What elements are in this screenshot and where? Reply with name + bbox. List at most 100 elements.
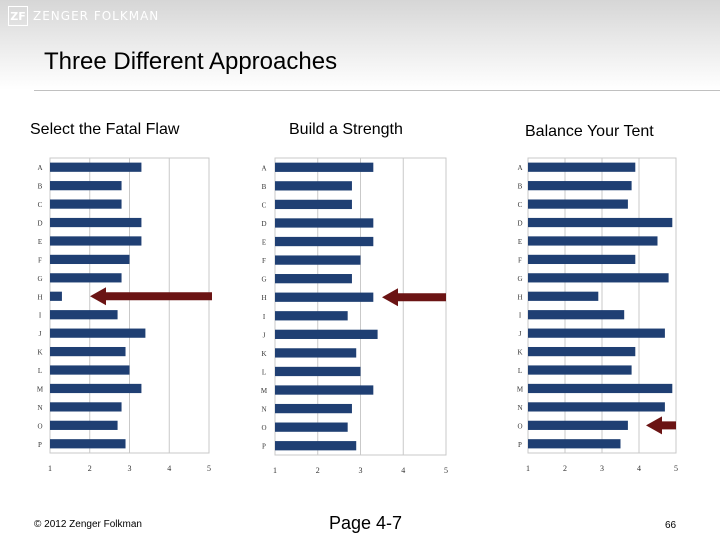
x-tick-label: 5 [207,464,211,473]
page-title: Three Different Approaches [44,48,338,75]
logo-mark-icon: ZF [8,6,28,26]
chart-fatal-flaw: A B C D E F G H I J K L M N O P 1 2 3 4 5 [37,157,212,473]
highlight-arrow-icon [646,416,676,435]
x-tick-label: 3 [359,466,363,475]
category-label: C [518,201,523,209]
category-label: F [38,256,42,264]
category-label: E [518,238,522,246]
plot-frame [49,157,210,454]
plot-frame [527,157,677,454]
bar [50,365,130,375]
category-label: A [517,164,522,172]
category-label: O [261,424,266,432]
category-label: N [517,404,522,412]
category-label: A [261,164,266,172]
bar [50,383,142,394]
title-divider [34,90,720,91]
category-label: M [37,385,44,393]
plot-frame [274,157,447,456]
brand-logo: ZF ZENGER FOLKMAN [8,6,159,26]
category-label: O [37,422,42,430]
category-label: B [262,183,267,191]
category-label: F [518,256,522,264]
bar [528,162,636,172]
category-label: O [517,422,522,430]
category-label: H [261,294,266,302]
category-label: K [37,349,42,357]
bar [50,273,122,283]
category-label: E [38,238,42,246]
chart-title-fatal-flaw: Select the Fatal Flaw [30,121,180,138]
bar [275,441,357,451]
bar [528,439,621,449]
bar [275,385,374,395]
category-label: I [519,312,522,320]
category-label: J [39,330,42,338]
category-label: G [517,275,522,283]
category-label: H [37,293,42,301]
bar [275,292,374,302]
brand-name: ZENGER FOLKMAN [33,9,160,23]
x-tick-label: 3 [600,464,604,473]
category-label: C [262,201,267,209]
category-label: B [518,183,523,191]
bar [528,328,665,338]
bar [528,236,658,246]
bar [528,199,628,209]
category-label: D [517,220,522,228]
bar [528,365,632,375]
bar [528,291,599,301]
category-label: G [37,275,42,283]
bar [528,420,628,430]
category-label: K [517,349,522,357]
category-label: D [261,220,266,228]
category-label: E [262,239,266,247]
category-label: N [261,406,266,414]
highlight-arrow-icon [90,287,212,306]
bar [50,181,122,191]
category-label: L [38,367,42,375]
bar [50,254,130,265]
highlight-arrow-icon [382,288,446,307]
x-tick-label: 5 [674,464,678,473]
category-label: N [37,404,42,412]
category-label: I [39,312,42,320]
bar [275,366,361,377]
category-label: D [37,220,42,228]
x-tick-label: 4 [401,466,405,475]
bar [275,218,374,228]
bar [528,346,636,357]
chart-balance-tent: A B C D E F G H I J K L M N O P 1 2 3 4 5 [517,157,678,473]
chart-build-strength: A B C D E F G H I J K L M N O P 1 2 3 4 5 [261,157,448,475]
bar [50,217,142,228]
category-label: H [517,293,522,301]
x-tick-label: 2 [316,466,320,475]
bar [275,181,352,191]
bar [50,162,142,172]
bar [275,236,374,247]
bar [50,346,126,357]
x-tick-label: 4 [637,464,641,473]
header-band [0,0,720,90]
bar [528,273,669,283]
bar [528,254,636,265]
footer-copyright: © 2012 Zenger Folkman [34,519,142,530]
category-label: J [519,330,522,338]
bar [50,420,118,430]
chart-title-balance-tent: Balance Your Tent [525,123,654,140]
category-label: F [262,257,266,265]
x-tick-label: 5 [444,466,448,475]
bar [50,236,142,246]
bar [50,291,62,301]
bar [528,181,632,191]
category-label: P [38,441,42,449]
category-label: I [263,313,266,321]
bar [50,310,118,320]
category-label: G [261,276,266,284]
x-tick-label: 4 [167,464,171,473]
chart-title-build-strength: Build a Strength [289,121,403,138]
category-label: J [263,331,266,339]
bar [50,439,126,449]
bar [50,199,122,209]
